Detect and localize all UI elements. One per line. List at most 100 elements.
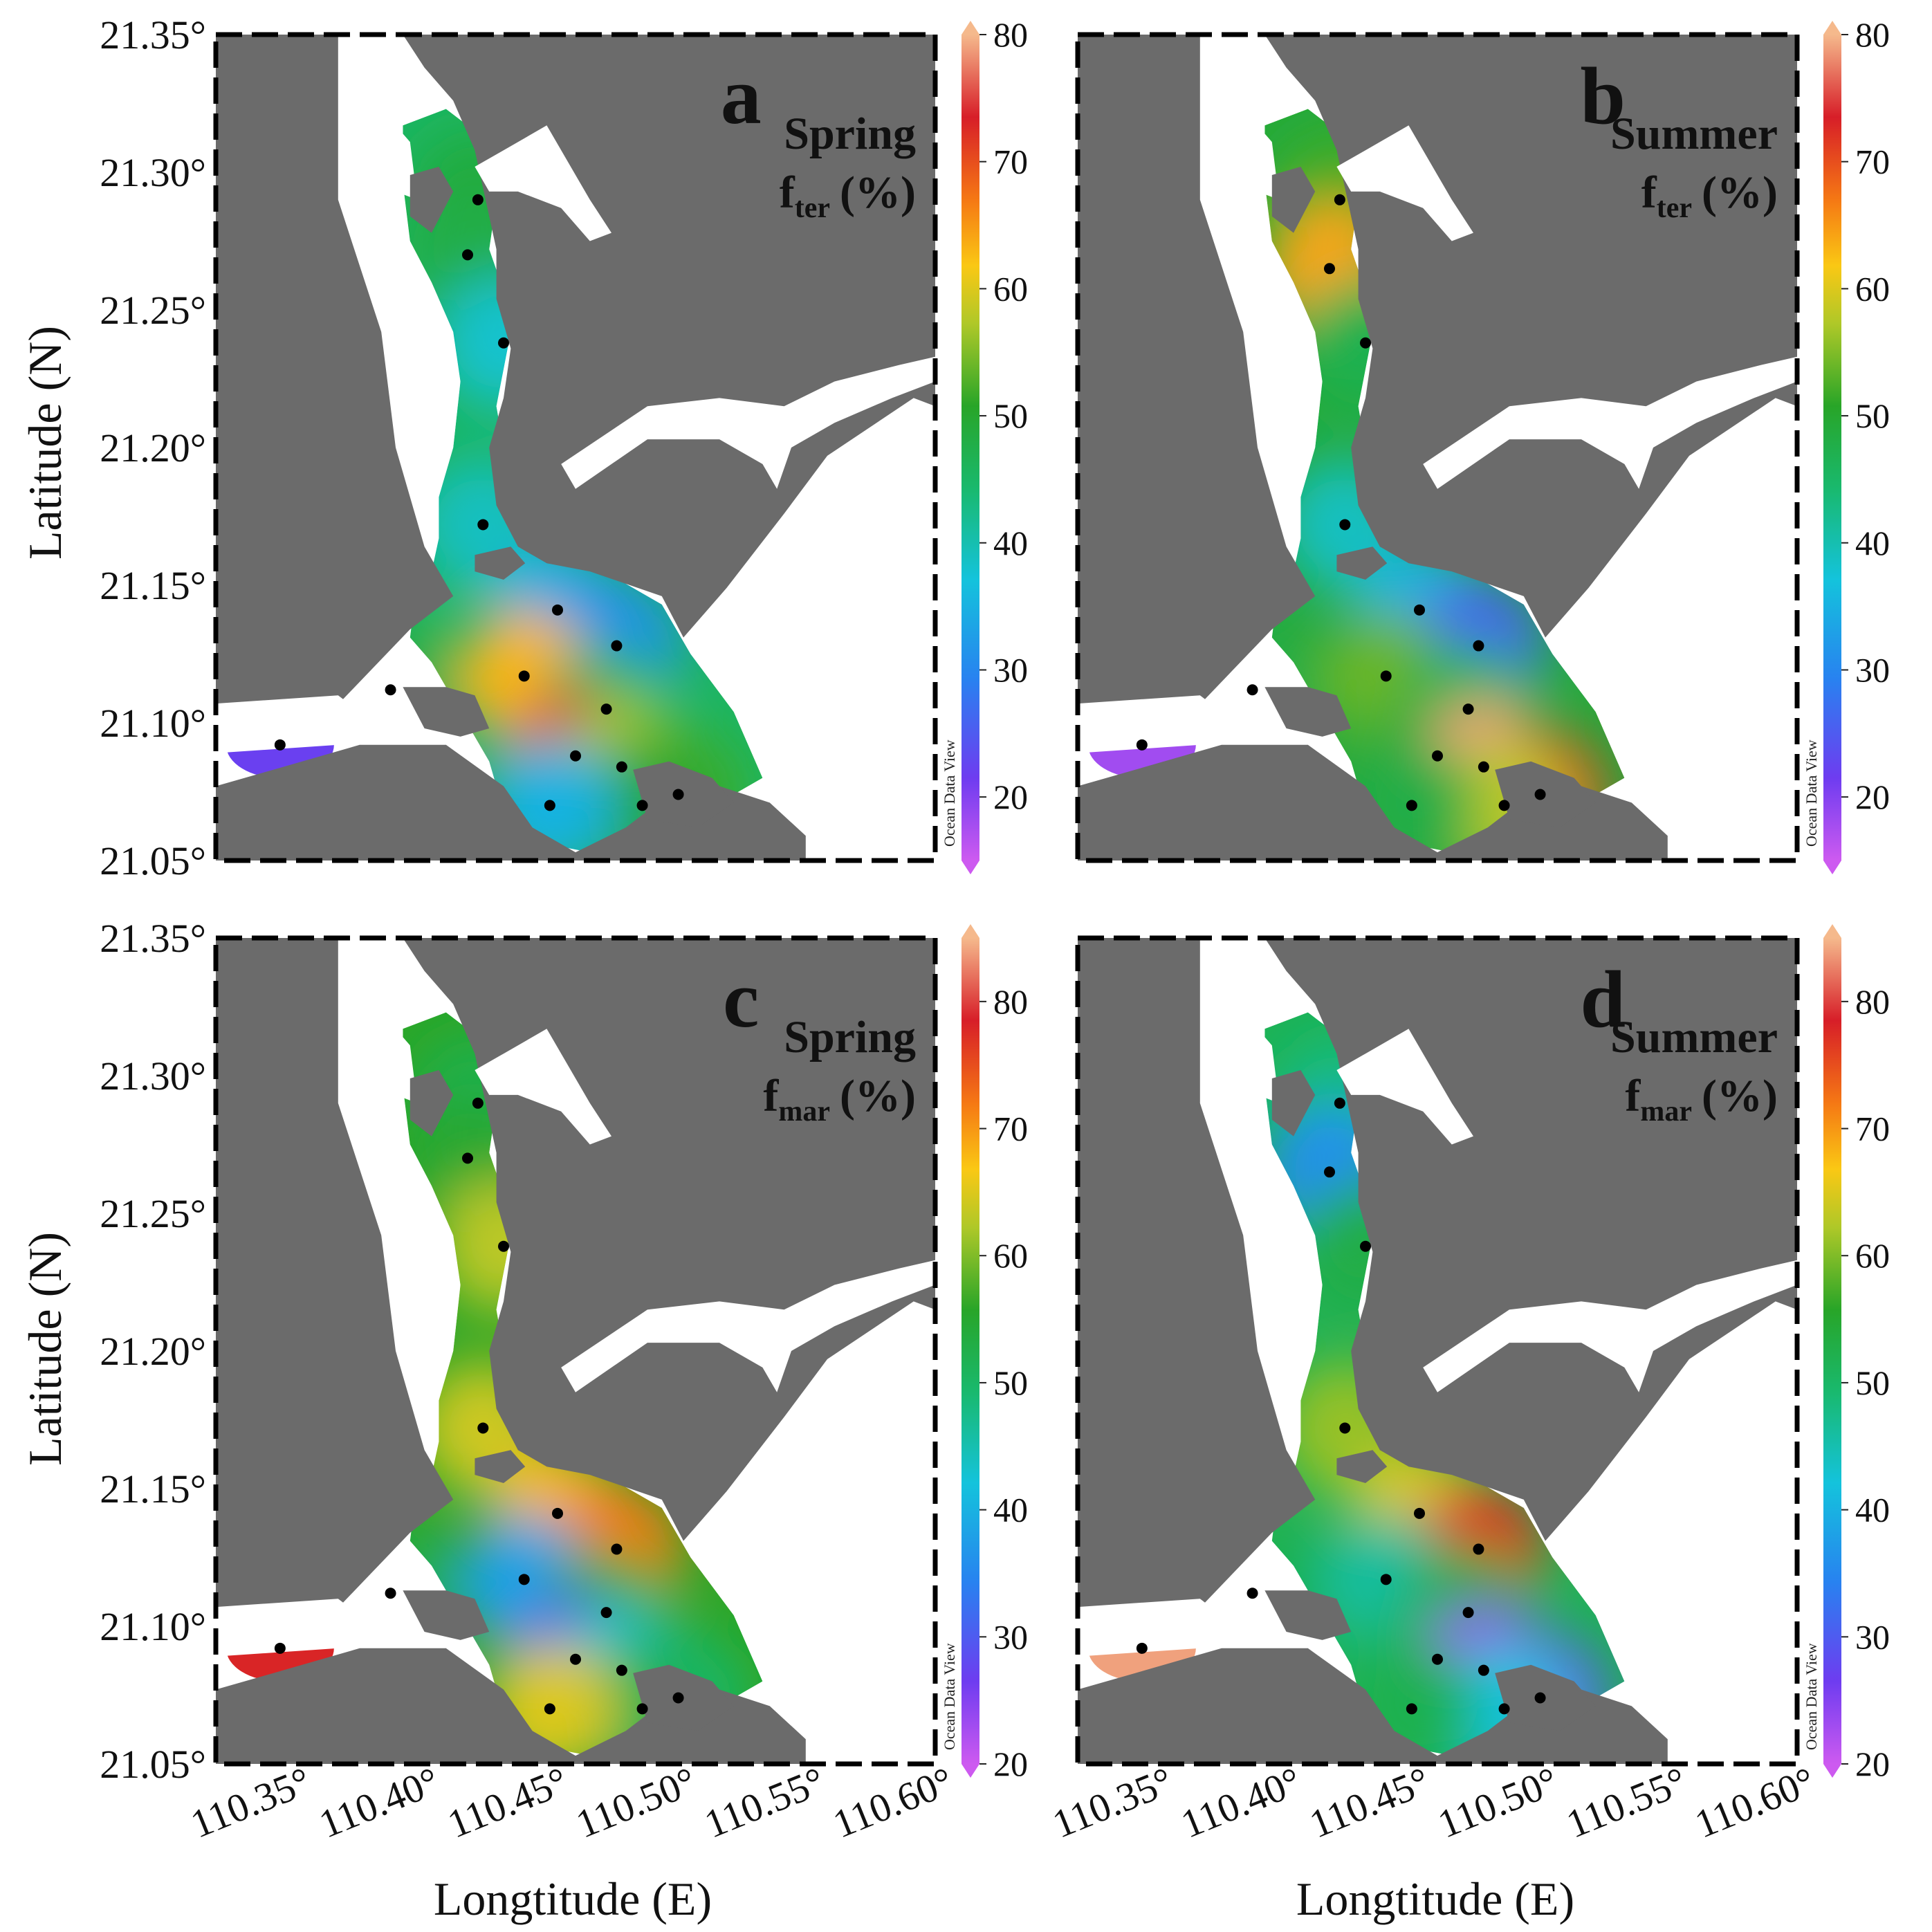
land-mass	[1336, 1450, 1388, 1483]
river-channel	[475, 1029, 611, 1145]
lon-tick-label: 110.45°	[1303, 1758, 1436, 1847]
river-channel	[1423, 356, 1797, 489]
station-marker	[498, 337, 509, 349]
island-north	[410, 1070, 454, 1137]
station-marker	[1462, 1607, 1474, 1619]
lat-tick-label: 21.05°	[100, 1742, 206, 1787]
station-marker	[1534, 789, 1546, 800]
station-marker	[1406, 800, 1417, 811]
y-axis-title-top: Latitude (N)	[19, 326, 71, 560]
lon-tick-label: 110.50°	[1432, 1758, 1565, 1847]
panel-frame	[1075, 32, 1800, 863]
lat-tick-label: 21.20°	[100, 425, 206, 470]
lon-tick-label: 110.60°	[1689, 1758, 1821, 1847]
colorbar-tick-label: 40	[1855, 1491, 1890, 1529]
ocean-data-view-credit: Ocean Data View	[1803, 739, 1820, 847]
lat-tick-label: 21.30°	[100, 1054, 206, 1098]
lon-tick-label: 110.45°	[441, 1758, 574, 1847]
y-axis-title-bottom: Latitude (N)	[19, 1232, 71, 1466]
colorbar-tick-label: 60	[993, 269, 1028, 308]
panel-season: Summer	[1610, 1012, 1778, 1062]
lat-tick-label: 21.10°	[100, 701, 206, 746]
station-marker	[616, 1664, 627, 1676]
station-marker	[1498, 1703, 1510, 1715]
station-marker	[1406, 1703, 1417, 1715]
lat-tick-label: 21.20°	[100, 1329, 206, 1374]
river-channel	[216, 695, 360, 753]
station-marker	[570, 1653, 581, 1665]
station-marker	[544, 1703, 555, 1715]
station-marker	[672, 789, 684, 800]
island-north	[1271, 1070, 1316, 1137]
station-marker	[462, 1152, 473, 1164]
land-mass	[1078, 938, 1316, 1623]
lat-tick-label: 21.30°	[100, 150, 206, 195]
land-mass	[1078, 1648, 1668, 1764]
station-marker	[1339, 1422, 1351, 1434]
station-marker	[636, 1703, 648, 1715]
land-mass	[216, 744, 806, 861]
river-channel	[345, 1004, 418, 1103]
land-mass	[1336, 546, 1388, 580]
panel-season: Spring	[784, 1012, 916, 1062]
colorbar-tick-label: 60	[993, 1236, 1028, 1275]
station-marker	[477, 1422, 489, 1434]
colorbar-tick-label: 50	[1855, 1363, 1890, 1402]
station-marker	[1334, 194, 1345, 205]
colorbar-tick-label: 70	[993, 142, 1028, 181]
colorbar-tick-label: 70	[1855, 142, 1890, 181]
station-marker	[518, 670, 530, 682]
station-marker	[570, 750, 581, 762]
station-marker	[611, 640, 623, 652]
river-channel	[345, 100, 418, 200]
colorbar-c: 80 70 60 50 40 30 20 Ocean Data View	[941, 924, 1028, 1783]
colorbar-max-arrow	[1823, 21, 1841, 35]
station-marker	[1246, 1588, 1258, 1599]
river-channel	[1207, 1004, 1280, 1103]
station-marker	[385, 1588, 396, 1599]
ocean-data-view-credit: Ocean Data View	[1803, 1643, 1820, 1750]
x-axis-title-right: Longtitude (E)	[1296, 1873, 1574, 1925]
panel-letter: c	[723, 954, 759, 1045]
lat-tick-label: 21.15°	[100, 563, 206, 608]
land-mass	[403, 1590, 490, 1640]
station-marker	[1246, 684, 1258, 696]
station-marker	[518, 1574, 530, 1585]
panel-variable: fmar (%)	[1625, 1071, 1778, 1128]
colorbar-min-arrow	[962, 1764, 979, 1778]
station-marker	[274, 1642, 286, 1654]
station-marker	[600, 1607, 612, 1619]
station-marker	[600, 703, 612, 715]
land-mass	[216, 938, 454, 1623]
station-marker	[611, 1543, 623, 1555]
station-marker	[552, 604, 563, 616]
panel-letter: d	[1580, 954, 1626, 1045]
station-marker	[544, 800, 555, 811]
station-marker	[1360, 337, 1371, 349]
land-mass	[1264, 1590, 1352, 1640]
station-marker	[616, 761, 627, 773]
lat-tick-label: 21.05°	[100, 838, 206, 883]
station-marker	[1324, 263, 1335, 275]
station-marker	[1360, 1240, 1371, 1252]
lat-tick-label: 21.25°	[100, 1191, 206, 1236]
station-marker	[1380, 1574, 1392, 1585]
colorbar-tick-label: 20	[1855, 1745, 1890, 1783]
lon-tick-label: 110.35°	[1047, 1758, 1179, 1847]
lon-tick-label: 110.40°	[313, 1758, 445, 1847]
panel-frame	[213, 32, 938, 863]
island-north	[1271, 167, 1316, 233]
panel-variable: fter (%)	[780, 167, 916, 224]
lat-tick-label: 21.25°	[100, 288, 206, 333]
land-mass	[403, 687, 490, 737]
river-channel	[1336, 1029, 1473, 1145]
colorbar-tick-label: 50	[1855, 396, 1890, 435]
panel-season: Summer	[1610, 109, 1778, 159]
lon-tick-label: 110.55°	[698, 1758, 831, 1847]
colorbar-tick-label: 30	[1855, 650, 1890, 689]
ocean-data-view-credit: Ocean Data View	[941, 739, 958, 847]
land-mass	[1078, 35, 1316, 720]
station-marker	[274, 739, 286, 751]
